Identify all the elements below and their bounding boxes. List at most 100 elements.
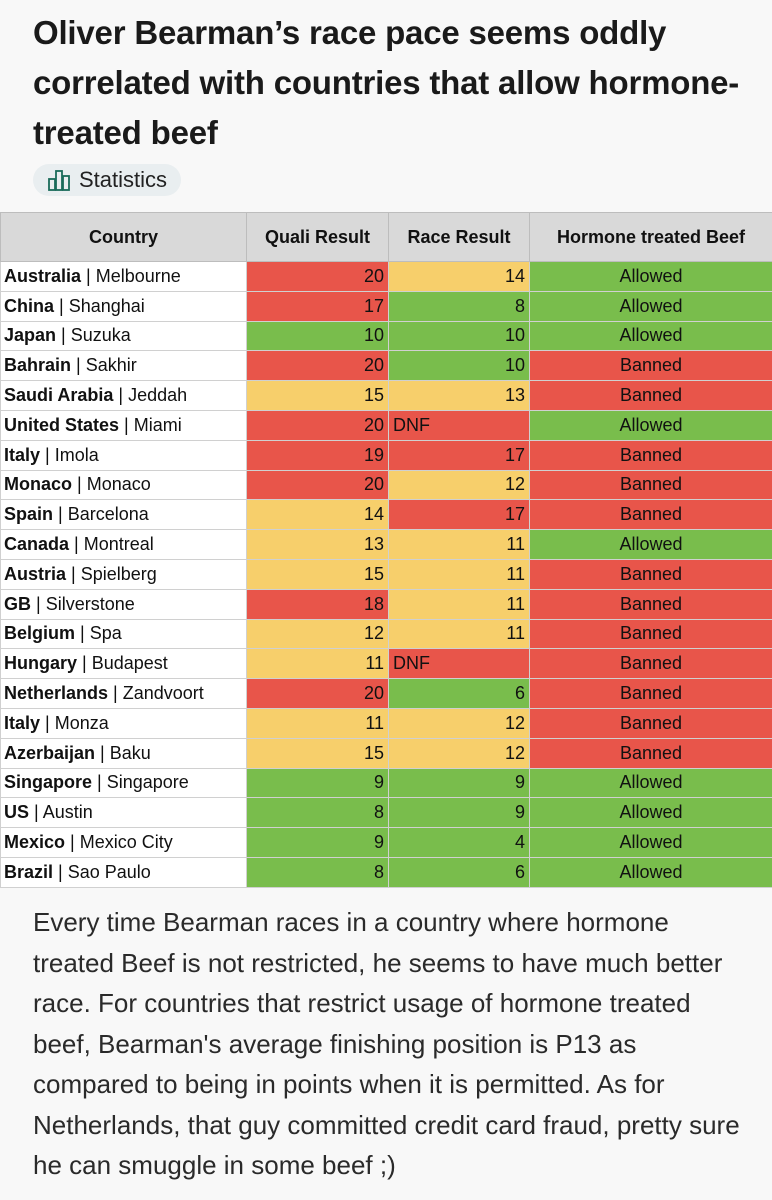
separator: | xyxy=(69,534,84,555)
cell-country: Saudi Arabia | Jeddah xyxy=(0,380,247,411)
cell-beef: Banned xyxy=(529,499,772,531)
cell-beef: Allowed xyxy=(529,767,772,799)
cell-race: 11 xyxy=(388,529,530,560)
separator: | xyxy=(31,593,46,614)
cell-country: Monaco | Monaco xyxy=(0,469,247,501)
cell-quali: 20 xyxy=(246,409,389,441)
header-country: Country xyxy=(0,212,247,262)
results-table: Country Quali Result Race Result Hormone… xyxy=(0,212,772,888)
cell-quali: 15 xyxy=(246,737,389,769)
cell-beef: Banned xyxy=(529,469,772,501)
cell-race: 8 xyxy=(388,290,530,322)
post-body: Every time Bearman races in a country wh… xyxy=(33,907,740,1180)
venue-name: Barcelona xyxy=(67,504,149,525)
cell-beef: Banned xyxy=(529,350,772,382)
cell-country: Austria | Spielberg xyxy=(0,558,247,590)
separator: | xyxy=(65,832,80,853)
cell-race: 9 xyxy=(388,797,530,829)
cell-quali: 8 xyxy=(246,797,389,829)
table-row: GB | Silverstone 18 11 Banned xyxy=(0,588,772,620)
tag-chip[interactable]: Statistics xyxy=(33,164,182,196)
country-name: China xyxy=(4,295,55,316)
cell-race: 6 xyxy=(388,678,530,709)
venue-name: Suzuka xyxy=(70,325,131,346)
cell-race: 10 xyxy=(388,350,530,382)
cell-beef: Allowed xyxy=(529,856,772,888)
cell-beef: Allowed xyxy=(529,261,772,292)
separator: | xyxy=(29,802,43,823)
table-row: Australia | Melbourne 20 14 Allowed xyxy=(0,261,772,292)
cell-race: 12 xyxy=(388,737,530,769)
country-name: Austria xyxy=(4,563,67,584)
table-row: Azerbaijan | Baku 15 12 Banned xyxy=(0,737,772,769)
venue-name: Imola xyxy=(54,444,99,465)
venue-name: Budapest xyxy=(91,653,168,674)
table-row: Austria | Spielberg 15 11 Banned xyxy=(0,558,772,590)
venue-name: Montreal xyxy=(83,534,154,555)
cell-quali: 20 xyxy=(246,261,389,292)
country-name: Italy xyxy=(4,712,41,733)
venue-name: Sao Paulo xyxy=(67,861,151,882)
cell-country: Belgium | Spa xyxy=(0,618,247,650)
cell-beef: Banned xyxy=(529,558,772,590)
country-name: Singapore xyxy=(4,772,93,793)
separator: | xyxy=(108,683,123,704)
separator: | xyxy=(119,414,134,435)
table-row: Hungary | Budapest 11 DNF Banned xyxy=(0,648,772,680)
cell-country: Netherlands | Zandvoort xyxy=(0,678,247,709)
separator: | xyxy=(40,712,55,733)
cell-beef: Banned xyxy=(529,678,772,709)
venue-name: Spa xyxy=(89,623,122,644)
table-row: Brazil | Sao Paulo 8 6 Allowed xyxy=(0,856,772,888)
cell-country: US | Austin xyxy=(0,797,247,829)
header-beef: Hormone treated Beef xyxy=(529,212,772,262)
cell-beef: Banned xyxy=(529,588,772,620)
separator: | xyxy=(40,444,55,465)
cell-quali: 17 xyxy=(246,290,389,322)
separator: | xyxy=(56,325,71,346)
separator: | xyxy=(95,742,110,763)
venue-name: Jeddah xyxy=(128,385,188,406)
country-name: US xyxy=(4,802,30,823)
cell-country: Japan | Suzuka xyxy=(0,320,247,352)
cell-race: 6 xyxy=(388,856,530,888)
tag-label: Statistics xyxy=(79,167,168,192)
cell-beef: Allowed xyxy=(529,409,772,441)
cell-race: 9 xyxy=(388,767,530,799)
country-name: Italy xyxy=(4,444,41,465)
cell-country: Bahrain | Sakhir xyxy=(0,350,247,382)
cell-race: DNF xyxy=(388,409,530,441)
table-row: Monaco | Monaco 20 12 Banned xyxy=(0,469,772,501)
cell-country: Azerbaijan | Baku xyxy=(0,737,247,769)
cell-beef: Banned xyxy=(529,648,772,680)
cell-quali: 19 xyxy=(246,439,389,471)
cell-beef: Banned xyxy=(529,707,772,739)
table-row: China | Shanghai 17 8 Allowed xyxy=(0,290,772,322)
cell-quali: 13 xyxy=(246,529,389,560)
table-row: United States | Miami 20 DNF Allowed xyxy=(0,409,772,441)
venue-name: Zandvoort xyxy=(122,683,204,704)
cell-race: 11 xyxy=(388,588,530,620)
venue-name: Monaco xyxy=(86,474,151,495)
header-quali: Quali Result xyxy=(246,212,389,262)
cell-race: 11 xyxy=(388,618,530,650)
country-name: Saudi Arabia xyxy=(4,385,114,406)
cell-quali: 11 xyxy=(246,648,389,680)
separator: | xyxy=(72,474,87,495)
venue-name: Melbourne xyxy=(95,265,181,286)
country-name: Bahrain xyxy=(4,355,72,376)
cell-country: Singapore | Singapore xyxy=(0,767,247,799)
cell-country: United States | Miami xyxy=(0,409,247,441)
country-name: Spain xyxy=(4,504,54,525)
cell-beef: Banned xyxy=(529,737,772,769)
table-row: Bahrain | Sakhir 20 10 Banned xyxy=(0,350,772,382)
cell-quali: 8 xyxy=(246,856,389,888)
cell-beef: Banned xyxy=(529,618,772,650)
cell-country: GB | Silverstone xyxy=(0,588,247,620)
cell-quali: 12 xyxy=(246,618,389,650)
country-name: Mexico xyxy=(4,832,66,853)
cell-beef: Allowed xyxy=(529,797,772,829)
cell-country: Hungary | Budapest xyxy=(0,648,247,680)
table-row: Italy | Monza 11 12 Banned xyxy=(0,707,772,739)
venue-name: Silverstone xyxy=(45,593,135,614)
